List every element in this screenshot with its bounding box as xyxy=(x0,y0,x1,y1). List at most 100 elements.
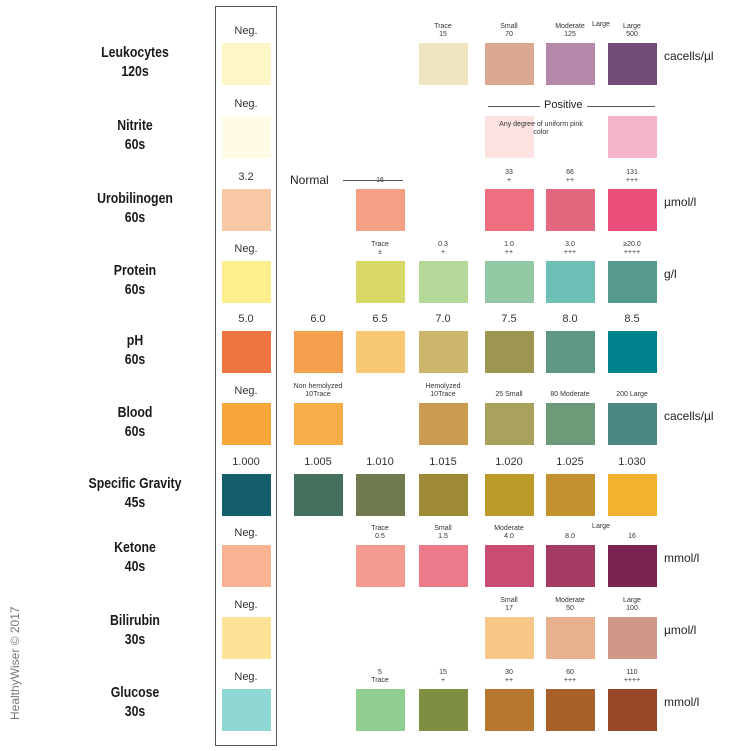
test-name: Ketone xyxy=(114,539,156,556)
unit-label: mmol/l xyxy=(664,695,700,709)
color-swatch xyxy=(608,116,657,158)
swatch-caption-extra: Large xyxy=(592,523,610,530)
color-swatch xyxy=(485,261,534,303)
color-swatch xyxy=(419,545,468,587)
test-name: Urobilinogen xyxy=(97,190,173,207)
color-swatch xyxy=(485,331,534,373)
color-swatch xyxy=(419,474,468,516)
swatch-caption: 1.005 xyxy=(304,456,332,468)
swatch-caption: 1.000 xyxy=(232,456,260,468)
color-swatch xyxy=(356,189,405,231)
swatch-caption: 8.0 xyxy=(565,533,575,540)
color-swatch xyxy=(608,331,657,373)
row-label-blood: Blood 60s xyxy=(74,403,197,441)
swatch-caption: Neg. xyxy=(234,599,258,611)
color-swatch xyxy=(485,403,534,445)
color-swatch xyxy=(356,689,405,731)
color-swatch xyxy=(546,261,595,303)
color-swatch xyxy=(608,689,657,731)
swatch-caption: 16 xyxy=(628,533,636,540)
color-swatch xyxy=(356,545,405,587)
color-swatch xyxy=(222,689,271,731)
swatch-caption: Neg. xyxy=(234,25,258,37)
swatch-caption: 1.0 ++ xyxy=(504,241,514,256)
color-swatch xyxy=(485,116,534,158)
swatch-caption: 16 xyxy=(376,177,384,184)
swatch-caption: Neg. xyxy=(234,243,258,255)
nitrite-positive-note: Any degree of uniform pink color xyxy=(499,121,583,136)
color-swatch xyxy=(222,189,271,231)
test-time: 60s xyxy=(124,209,146,226)
test-name: Nitrite xyxy=(117,117,153,134)
color-swatch xyxy=(608,43,657,85)
swatch-caption: Large 500 xyxy=(623,23,641,38)
swatch-caption: 1.010 xyxy=(366,456,394,468)
swatch-caption: Small 1.5 xyxy=(434,525,452,540)
swatch-caption: ≥20.0 ++++ xyxy=(623,241,641,256)
color-swatch xyxy=(222,474,271,516)
swatch-caption: 7.5 xyxy=(501,313,517,325)
urobilinogen-normal-label: Normal xyxy=(290,173,329,187)
swatch-caption: 8.5 xyxy=(624,313,640,325)
negative-column-frame xyxy=(215,6,277,746)
color-swatch xyxy=(546,474,595,516)
row-label-protein: Protein 60s xyxy=(74,261,197,299)
test-time: 60s xyxy=(124,423,146,440)
test-name: Blood xyxy=(117,404,153,421)
swatch-caption: 1.020 xyxy=(495,456,523,468)
swatch-caption: Small 17 xyxy=(500,597,518,612)
swatch-caption: 8.0 xyxy=(562,313,578,325)
color-swatch xyxy=(485,189,534,231)
row-label-specific-gravity: Specific Gravity 45s xyxy=(74,474,197,512)
color-swatch xyxy=(546,403,595,445)
swatch-caption: Trace 0.5 xyxy=(371,525,389,540)
swatch-caption: 6.5 xyxy=(372,313,388,325)
swatch-caption: 5 Trace xyxy=(371,669,389,684)
color-swatch xyxy=(608,617,657,659)
swatch-caption: 33 + xyxy=(505,169,513,184)
row-label-leukocytes: Leukocytes 120s xyxy=(74,43,197,81)
test-time: 45s xyxy=(124,494,146,511)
swatch-caption: 66 ++ xyxy=(565,169,575,184)
swatch-caption: Moderate 125 xyxy=(555,23,585,38)
color-swatch xyxy=(419,43,468,85)
test-name: Bilirubin xyxy=(110,612,160,629)
color-swatch xyxy=(222,331,271,373)
color-swatch xyxy=(294,474,343,516)
color-swatch xyxy=(222,116,271,158)
swatch-caption: 1.030 xyxy=(618,456,646,468)
row-label-glucose: Glucose 30s xyxy=(74,683,197,721)
color-swatch xyxy=(608,189,657,231)
color-swatch xyxy=(419,689,468,731)
swatch-caption: Moderate 4.0 xyxy=(494,525,524,540)
color-swatch xyxy=(546,545,595,587)
color-swatch xyxy=(419,331,468,373)
color-swatch xyxy=(222,545,271,587)
swatch-caption: 3.2 xyxy=(238,171,254,183)
swatch-caption: 15 + xyxy=(439,669,447,684)
swatch-caption: 0.3 + xyxy=(438,241,448,256)
color-swatch xyxy=(485,545,534,587)
test-name: Leukocytes xyxy=(101,44,169,61)
swatch-caption: Neg. xyxy=(234,527,258,539)
color-swatch xyxy=(546,43,595,85)
color-swatch xyxy=(222,617,271,659)
swatch-caption: 1.025 xyxy=(556,456,584,468)
test-name: Protein xyxy=(113,262,157,279)
color-swatch xyxy=(608,474,657,516)
nitrite-positive-label: Positive xyxy=(540,99,587,111)
row-label-nitrite: Nitrite 60s xyxy=(74,116,197,154)
color-swatch xyxy=(608,261,657,303)
color-swatch xyxy=(546,189,595,231)
swatch-caption: Neg. xyxy=(234,671,258,683)
unit-label: mmol/l xyxy=(664,551,700,565)
swatch-caption: 30 ++ xyxy=(504,669,514,684)
swatch-caption: 200 Large xyxy=(616,391,648,398)
color-swatch xyxy=(608,545,657,587)
swatch-caption: 110 ++++ xyxy=(623,669,641,684)
color-swatch xyxy=(222,403,271,445)
swatch-caption: 80 Moderate xyxy=(550,391,590,398)
swatch-caption: Moderate 50 xyxy=(555,597,585,612)
swatch-caption: 131 +++ xyxy=(625,169,639,184)
